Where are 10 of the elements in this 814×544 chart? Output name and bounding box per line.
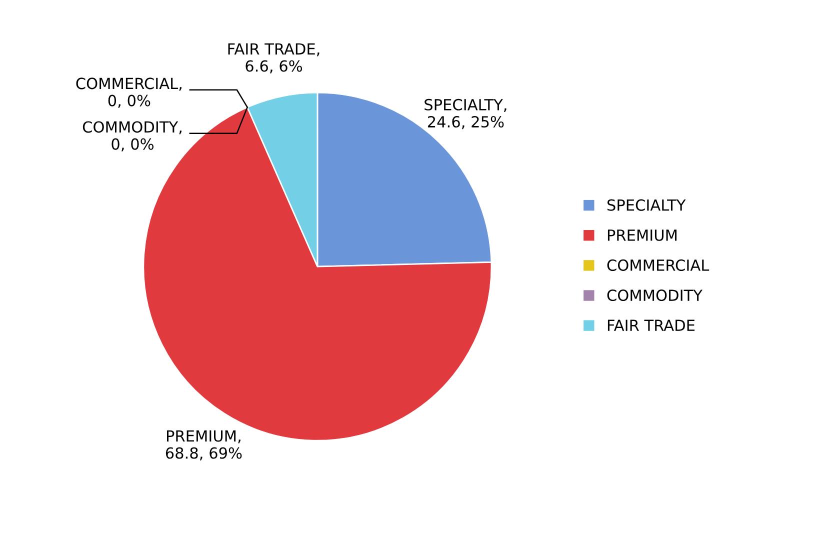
text: COMMERCIAL, 0, 0%: [76, 78, 182, 108]
data-label: FAIR TRADE, 6.6, 6%: [228, 43, 320, 74]
legend-label: SPECIALTY: [607, 199, 686, 211]
legend-label: FAIR TRADE: [608, 320, 695, 331]
text: COMMODITY, 0, 0%: [82, 121, 182, 152]
legend-label: COMMODITY: [607, 290, 703, 302]
legend-label: PREMIUM: [608, 230, 677, 241]
data-label: SPECIALTY, 24.6, 25%: [424, 98, 506, 130]
data-label: PREMIUM, 68.8, 69%: [166, 430, 242, 460]
legend-label: COMMERCIAL: [607, 259, 710, 271]
